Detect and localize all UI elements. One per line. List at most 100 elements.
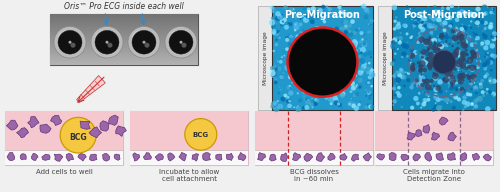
Circle shape (414, 14, 418, 19)
Circle shape (477, 96, 483, 102)
Circle shape (327, 61, 330, 63)
Circle shape (348, 23, 352, 28)
Circle shape (310, 29, 312, 31)
Circle shape (338, 67, 344, 72)
Circle shape (318, 61, 320, 63)
Circle shape (370, 85, 373, 88)
Circle shape (428, 37, 432, 41)
Polygon shape (280, 153, 287, 161)
Circle shape (352, 40, 358, 46)
Circle shape (460, 9, 464, 14)
Circle shape (438, 50, 442, 54)
Circle shape (423, 38, 428, 44)
Circle shape (438, 25, 440, 26)
Circle shape (459, 56, 466, 62)
Circle shape (481, 90, 484, 94)
Bar (50, 26, 198, 27)
Bar (375, 111, 493, 150)
Circle shape (400, 60, 402, 62)
Circle shape (410, 8, 411, 10)
Circle shape (348, 16, 350, 17)
Circle shape (182, 43, 186, 48)
Circle shape (336, 67, 338, 69)
Circle shape (332, 38, 334, 41)
Circle shape (472, 28, 474, 31)
Circle shape (279, 107, 282, 110)
Circle shape (277, 100, 279, 102)
Circle shape (310, 6, 316, 11)
Circle shape (406, 78, 410, 82)
Circle shape (368, 92, 372, 96)
Circle shape (307, 73, 312, 78)
Circle shape (422, 60, 428, 65)
Circle shape (400, 32, 402, 34)
Circle shape (441, 22, 446, 27)
Circle shape (326, 71, 328, 73)
Circle shape (321, 39, 324, 41)
Circle shape (54, 26, 86, 58)
Circle shape (437, 43, 441, 47)
Circle shape (426, 47, 432, 52)
Circle shape (482, 94, 485, 97)
Circle shape (306, 47, 310, 51)
Circle shape (344, 39, 346, 41)
Circle shape (315, 31, 316, 32)
Circle shape (323, 50, 326, 54)
Circle shape (341, 26, 345, 30)
Circle shape (485, 106, 490, 112)
Bar (255, 111, 373, 165)
Circle shape (295, 16, 298, 19)
Bar (50, 44, 198, 45)
Circle shape (298, 107, 300, 108)
Circle shape (418, 69, 420, 71)
Circle shape (394, 20, 397, 23)
Circle shape (302, 56, 306, 61)
Circle shape (285, 98, 287, 100)
Circle shape (367, 91, 372, 95)
Circle shape (489, 57, 494, 62)
Circle shape (278, 36, 281, 39)
Circle shape (284, 65, 290, 71)
Circle shape (368, 96, 372, 100)
Circle shape (420, 32, 423, 36)
Circle shape (460, 63, 462, 65)
Circle shape (60, 117, 96, 153)
Circle shape (332, 101, 334, 103)
Circle shape (430, 83, 431, 84)
Circle shape (424, 46, 427, 49)
Circle shape (318, 41, 322, 45)
Circle shape (460, 12, 462, 14)
Circle shape (450, 80, 456, 85)
Circle shape (424, 91, 430, 96)
Circle shape (473, 33, 478, 38)
Circle shape (480, 20, 484, 24)
Circle shape (466, 59, 468, 60)
Circle shape (433, 49, 437, 53)
Circle shape (483, 12, 486, 16)
Circle shape (462, 9, 464, 12)
Circle shape (454, 55, 457, 58)
Circle shape (272, 31, 276, 35)
Circle shape (465, 91, 468, 93)
Circle shape (332, 34, 336, 38)
Circle shape (453, 52, 458, 58)
Circle shape (324, 36, 328, 41)
Circle shape (408, 70, 410, 73)
Circle shape (438, 45, 440, 48)
Circle shape (296, 92, 299, 94)
Circle shape (270, 72, 276, 78)
Circle shape (280, 89, 281, 90)
Circle shape (68, 41, 71, 44)
Circle shape (300, 54, 305, 59)
Circle shape (346, 32, 350, 36)
Circle shape (470, 49, 476, 55)
Circle shape (288, 22, 290, 24)
Circle shape (473, 99, 478, 104)
Circle shape (426, 41, 430, 45)
Circle shape (430, 88, 434, 91)
Circle shape (448, 38, 453, 43)
Circle shape (432, 75, 438, 81)
Circle shape (271, 29, 276, 34)
Circle shape (463, 11, 468, 16)
Circle shape (439, 34, 444, 40)
